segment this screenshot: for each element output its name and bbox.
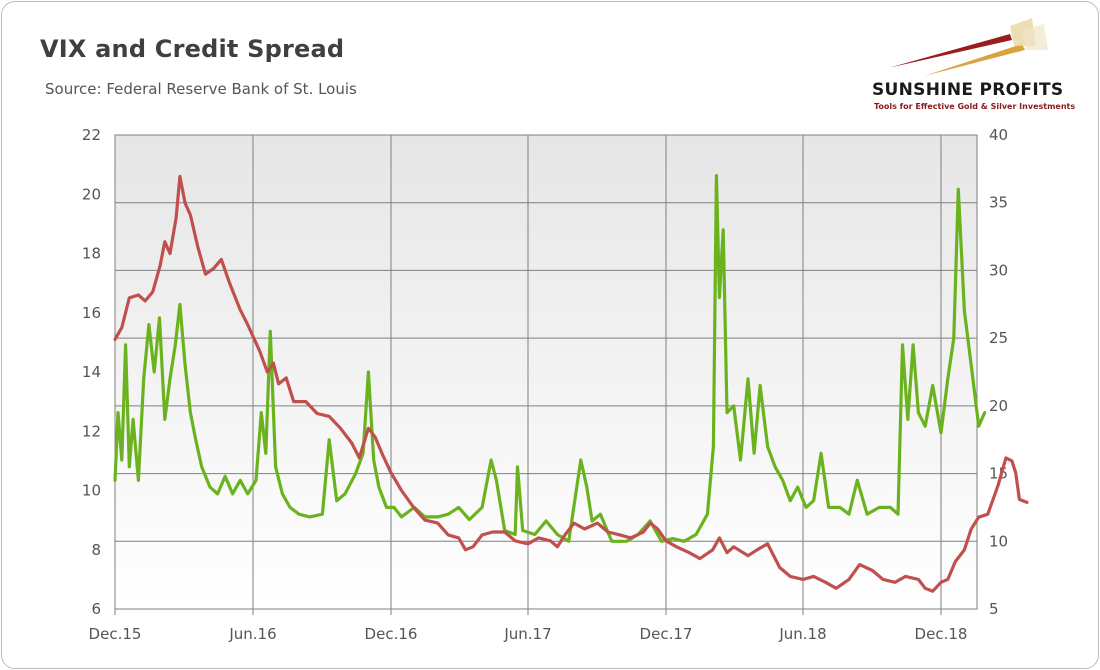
left-tick-label: 14 [82,363,101,381]
left-tick-label: 12 [82,422,101,440]
x-tick-label: Dec.17 [640,625,693,643]
x-tick-label: Jun.16 [228,625,276,643]
right-tick-label: 5 [989,600,999,618]
right-tick-label: 20 [989,397,1008,415]
left-tick-label: 10 [82,482,101,500]
left-tick-label: 8 [91,541,101,559]
plot-area [115,135,977,609]
x-tick-label: Dec.18 [915,625,968,643]
left-tick-label: 6 [91,600,101,618]
x-tick-label: Dec.15 [89,625,142,643]
chart-title: VIX and Credit Spread [40,35,345,63]
sunshine-profits-logo: SUNSHINE PROFITS Tools for Effective Gol… [862,16,1082,116]
logo-swoosh-icon [888,18,1048,76]
left-tick-label: 16 [82,304,101,322]
chart-subtitle: Source: Federal Reserve Bank of St. Loui… [45,80,357,98]
x-tick-label: Jun.18 [778,625,826,643]
right-tick-label: 40 [989,126,1008,144]
right-tick-label: 35 [989,194,1008,212]
logo-name: SUNSHINE PROFITS [872,80,1064,100]
left-tick-label: 18 [82,245,101,263]
credit-spread-series-line [113,174,1029,593]
series-lines [113,174,1029,593]
left-tick-label: 22 [82,126,101,144]
right-tick-label: 30 [989,261,1008,279]
right-tick-label: 10 [989,532,1008,550]
logo-tagline: Tools for Effective Gold & Silver Invest… [874,102,1076,111]
left-tick-label: 20 [82,185,101,203]
right-tick-label: 25 [989,329,1008,347]
x-tick-label: Jun.17 [503,625,551,643]
x-axis: Dec.15 Jun.16 Dec.16 Jun.17 Dec.17 Jun.18 Dec.… [89,609,968,643]
x-tick-label: Dec.16 [365,625,418,643]
left-axis: 6 8 10 12 14 16 18 20 22 [82,126,101,618]
vix-series-line [113,174,987,543]
